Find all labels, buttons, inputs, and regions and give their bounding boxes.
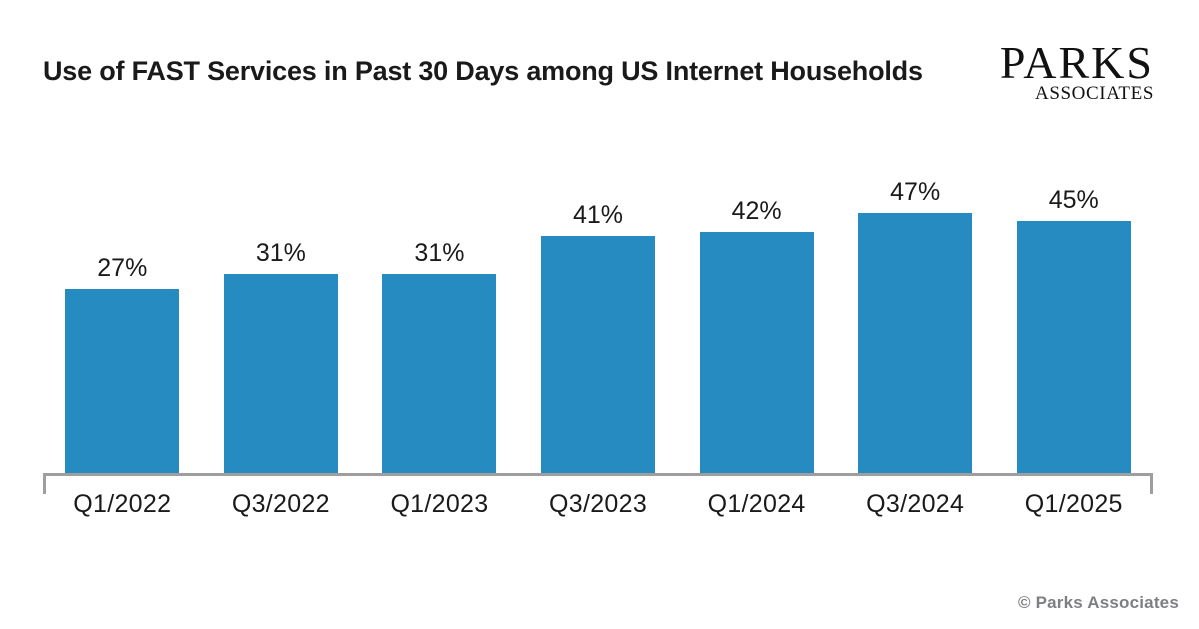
bar-group: 31% [360, 0, 519, 473]
bar-group: 27% [43, 0, 202, 473]
bar-value-label: 31% [255, 239, 306, 267]
bar [65, 289, 180, 473]
bar-value-label: 31% [414, 239, 465, 267]
x-tick-label: Q3/2022 [231, 490, 330, 518]
x-tick-label: Q3/2023 [549, 490, 648, 518]
bar-value-label: 45% [1048, 186, 1099, 214]
x-tick-label: Q1/2025 [1024, 490, 1123, 518]
bar [699, 232, 814, 473]
logo-wordmark-associates: ASSOCIATES [1035, 83, 1154, 104]
bar-group: 42% [677, 0, 836, 473]
bar [1016, 221, 1131, 473]
bar-group: 31% [202, 0, 361, 473]
parks-associates-logo: PARKS ASSOCIATES [999, 37, 1154, 104]
ticks-row: Q1/2022 Q3/2022 Q1/2023 Q3/2023 Q1/2024 Q3/20… [43, 488, 1153, 520]
x-tick-label: Q1/2023 [390, 490, 489, 518]
x-axis-left-end-tick [43, 473, 46, 494]
x-tick-label: Q1/2022 [73, 490, 172, 518]
x-axis-line [43, 473, 1153, 476]
bar-value-label: 27% [97, 254, 148, 282]
bar-value-label: 41% [573, 201, 624, 229]
bar-group: 41% [519, 0, 678, 473]
bar-group: 45% [994, 0, 1153, 473]
bars-row: 27% 31% 31% 41% 42% 47% 45% [43, 0, 1153, 473]
bar-group: 47% [836, 0, 995, 473]
logo-wordmark-parks: PARKS [999, 37, 1154, 88]
bar-value-label: 47% [890, 178, 941, 206]
copyright-notice: © Parks Associates [1017, 593, 1179, 612]
page-title: Use of FAST Services in Past 30 Days amo… [43, 56, 923, 86]
bar [223, 274, 338, 473]
bar-value-label: 42% [731, 197, 782, 225]
bar [858, 213, 973, 473]
bar [382, 274, 497, 473]
x-axis-right-end-tick [1150, 473, 1153, 494]
bar [541, 236, 656, 473]
x-tick-label: Q1/2024 [707, 490, 806, 518]
x-tick-label: Q3/2024 [866, 490, 965, 518]
